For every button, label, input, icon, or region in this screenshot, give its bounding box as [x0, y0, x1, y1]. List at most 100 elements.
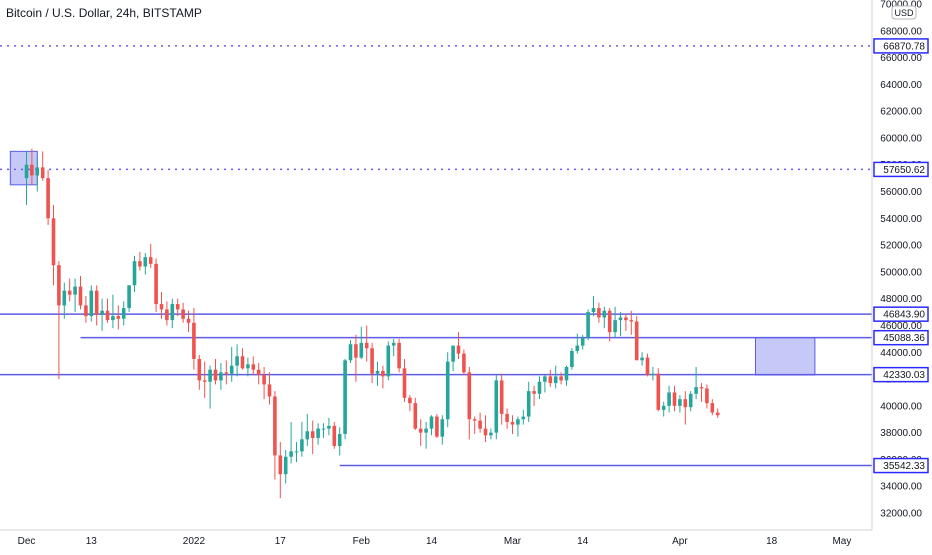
- candle[interactable]: [548, 369, 553, 388]
- candle[interactable]: [586, 309, 590, 341]
- price-level-badge[interactable]: 35542.33: [873, 457, 929, 474]
- candle[interactable]: [175, 298, 180, 317]
- candle[interactable]: [429, 415, 434, 436]
- candle[interactable]: [316, 423, 320, 445]
- candle[interactable]: [57, 261, 61, 380]
- candle[interactable]: [116, 305, 121, 330]
- candle[interactable]: [235, 344, 239, 377]
- candle[interactable]: [570, 348, 574, 370]
- price-level-badge[interactable]: 46843.90: [873, 306, 929, 322]
- candle[interactable]: [343, 358, 347, 440]
- candle[interactable]: [246, 357, 250, 377]
- candle[interactable]: [267, 372, 272, 405]
- price-level-badge[interactable]: 66870.78: [873, 38, 929, 54]
- candle[interactable]: [84, 296, 88, 323]
- candle[interactable]: [256, 362, 261, 385]
- candle[interactable]: [667, 385, 671, 413]
- candle[interactable]: [661, 401, 666, 417]
- candle[interactable]: [424, 421, 428, 449]
- candle[interactable]: [391, 338, 396, 357]
- candle[interactable]: [159, 291, 164, 319]
- candle[interactable]: [197, 354, 202, 390]
- price-level-badge[interactable]: 57650.62: [873, 161, 929, 178]
- candle[interactable]: [613, 306, 617, 338]
- candle[interactable]: [370, 342, 374, 384]
- candle[interactable]: [283, 450, 288, 484]
- candle[interactable]: [78, 275, 83, 310]
- candle[interactable]: [337, 427, 342, 456]
- candle[interactable]: [510, 415, 515, 434]
- candle[interactable]: [138, 251, 142, 271]
- candle[interactable]: [208, 365, 212, 409]
- candle[interactable]: [710, 399, 715, 416]
- candle[interactable]: [624, 313, 628, 331]
- candle[interactable]: [478, 412, 482, 433]
- candle[interactable]: [634, 316, 639, 361]
- candle[interactable]: [30, 148, 34, 185]
- candle[interactable]: [591, 296, 596, 317]
- candle[interactable]: [348, 340, 353, 363]
- candle[interactable]: [354, 334, 358, 382]
- candle[interactable]: [408, 395, 412, 412]
- candle[interactable]: [489, 428, 493, 440]
- candle[interactable]: [35, 158, 40, 192]
- candle[interactable]: [602, 306, 607, 329]
- candle[interactable]: [148, 243, 153, 268]
- candle[interactable]: [402, 358, 407, 402]
- candle[interactable]: [359, 326, 364, 359]
- candle[interactable]: [262, 366, 266, 400]
- candle[interactable]: [154, 258, 158, 313]
- candle[interactable]: [165, 301, 169, 326]
- candle[interactable]: [640, 352, 644, 366]
- candle[interactable]: [559, 372, 563, 385]
- candle[interactable]: [229, 346, 234, 382]
- candle[interactable]: [24, 151, 29, 205]
- candle[interactable]: [181, 302, 185, 323]
- candle[interactable]: [494, 375, 499, 440]
- candle[interactable]: [94, 285, 99, 326]
- candle[interactable]: [715, 408, 720, 418]
- candle[interactable]: [543, 375, 547, 393]
- candle[interactable]: [575, 333, 580, 354]
- currency-badge[interactable]: USD: [891, 5, 917, 20]
- candle[interactable]: [705, 384, 709, 409]
- candle[interactable]: [683, 391, 688, 425]
- candle[interactable]: [516, 416, 520, 437]
- candle[interactable]: [51, 204, 56, 286]
- candle[interactable]: [224, 360, 229, 385]
- candle[interactable]: [597, 302, 601, 323]
- candle[interactable]: [499, 373, 504, 425]
- candle[interactable]: [651, 366, 655, 381]
- price-level-badge[interactable]: 42330.03: [873, 366, 929, 383]
- candle[interactable]: [694, 366, 698, 400]
- candle[interactable]: [607, 308, 612, 342]
- candle[interactable]: [451, 345, 455, 372]
- candle[interactable]: [202, 361, 207, 398]
- candle[interactable]: [564, 365, 569, 386]
- candle[interactable]: [105, 298, 110, 323]
- candle[interactable]: [467, 366, 472, 440]
- price-level-badge[interactable]: 45088.36: [873, 329, 929, 346]
- candle[interactable]: [526, 381, 531, 422]
- candle[interactable]: [46, 170, 50, 226]
- candle[interactable]: [537, 376, 542, 400]
- candle[interactable]: [672, 385, 677, 412]
- candle[interactable]: [305, 413, 310, 447]
- candle[interactable]: [397, 338, 401, 373]
- candle[interactable]: [121, 301, 126, 326]
- zone-box[interactable]: [755, 337, 816, 376]
- candle[interactable]: [456, 332, 461, 359]
- candle[interactable]: [143, 253, 148, 275]
- candle[interactable]: [73, 278, 77, 313]
- candle[interactable]: [656, 368, 661, 412]
- candle[interactable]: [327, 417, 331, 436]
- candle[interactable]: [699, 383, 704, 402]
- candle[interactable]: [186, 310, 191, 333]
- candle[interactable]: [170, 298, 175, 329]
- candle[interactable]: [629, 310, 634, 335]
- candle[interactable]: [440, 415, 445, 445]
- candle[interactable]: [89, 285, 94, 322]
- candle[interactable]: [462, 349, 466, 376]
- candle[interactable]: [418, 419, 423, 447]
- candle[interactable]: [132, 255, 137, 292]
